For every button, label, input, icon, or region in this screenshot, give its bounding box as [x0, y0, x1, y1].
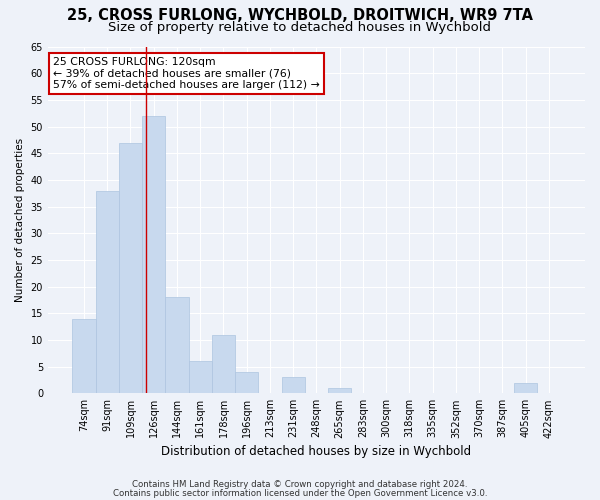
- Bar: [514, 382, 538, 394]
- Bar: [119, 142, 142, 394]
- Text: Contains public sector information licensed under the Open Government Licence v3: Contains public sector information licen…: [113, 489, 487, 498]
- Bar: [328, 388, 352, 394]
- Bar: [212, 334, 235, 394]
- Text: Size of property relative to detached houses in Wychbold: Size of property relative to detached ho…: [109, 21, 491, 34]
- Bar: [166, 298, 188, 394]
- X-axis label: Distribution of detached houses by size in Wychbold: Distribution of detached houses by size …: [161, 444, 472, 458]
- Text: 25 CROSS FURLONG: 120sqm
← 39% of detached houses are smaller (76)
57% of semi-d: 25 CROSS FURLONG: 120sqm ← 39% of detach…: [53, 57, 320, 90]
- Bar: [188, 362, 212, 394]
- Y-axis label: Number of detached properties: Number of detached properties: [15, 138, 25, 302]
- Text: Contains HM Land Registry data © Crown copyright and database right 2024.: Contains HM Land Registry data © Crown c…: [132, 480, 468, 489]
- Text: 25, CROSS FURLONG, WYCHBOLD, DROITWICH, WR9 7TA: 25, CROSS FURLONG, WYCHBOLD, DROITWICH, …: [67, 8, 533, 22]
- Bar: [73, 318, 95, 394]
- Bar: [235, 372, 259, 394]
- Bar: [95, 190, 119, 394]
- Bar: [281, 378, 305, 394]
- Bar: [142, 116, 166, 394]
